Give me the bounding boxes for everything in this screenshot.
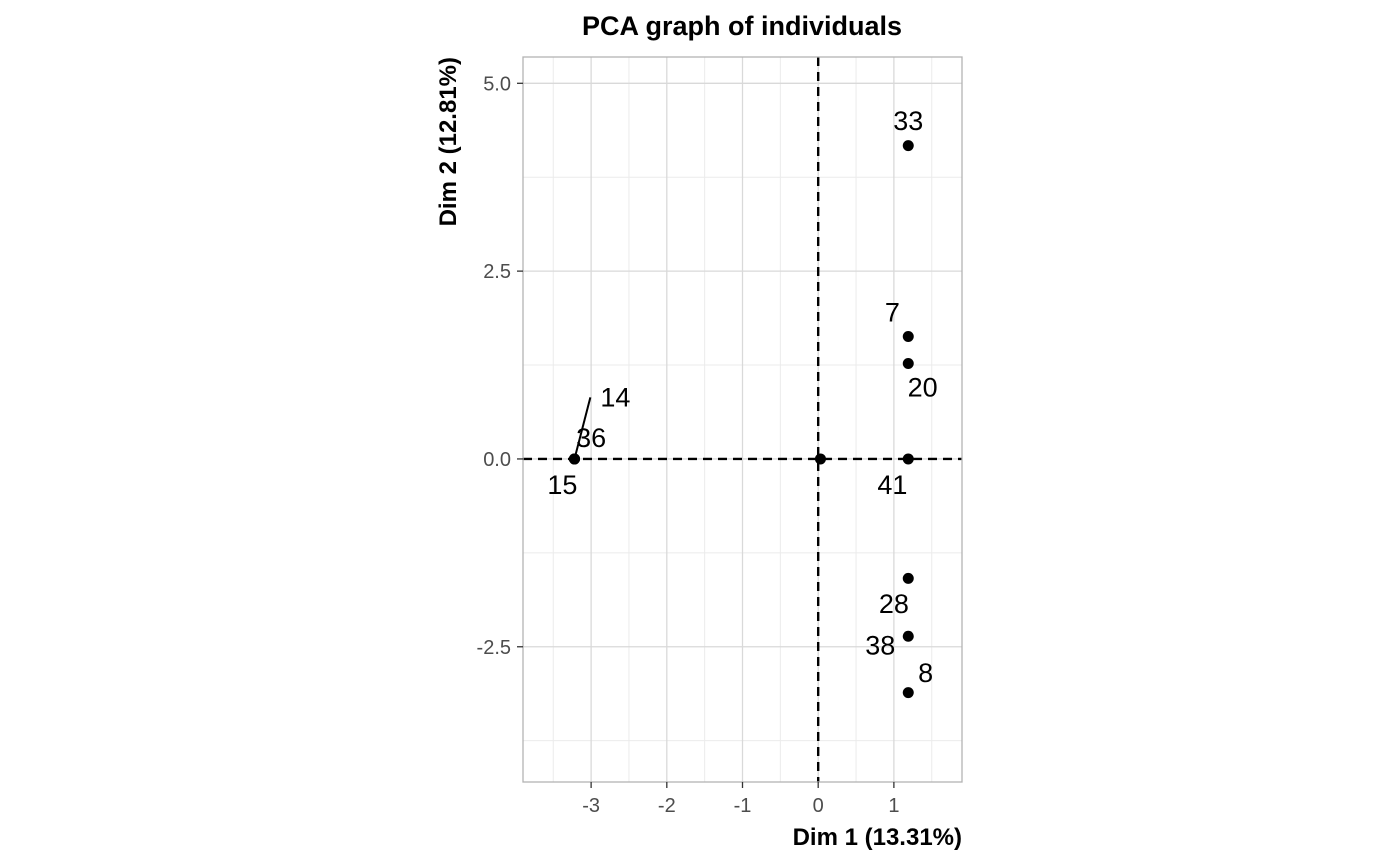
point-labels: 33 7 20 14 36 15 41 28 38 8 bbox=[547, 106, 937, 688]
repel-segments bbox=[573, 397, 592, 460]
x-tick-label: 0 bbox=[813, 795, 824, 817]
point-label: 7 bbox=[885, 297, 900, 327]
x-tick-label: -1 bbox=[734, 795, 752, 817]
chart-title: PCA graph of individuals bbox=[582, 11, 902, 41]
y-tick-label: 2.5 bbox=[483, 261, 511, 283]
data-point bbox=[568, 453, 580, 465]
grid-major bbox=[523, 57, 962, 782]
data-point bbox=[902, 453, 914, 465]
x-axis-title: Dim 1 (13.31%) bbox=[793, 824, 962, 851]
point-label: 33 bbox=[893, 106, 923, 136]
y-tick-label: 5.0 bbox=[483, 73, 511, 95]
y-axis-ticks: -2.5 0.0 2.5 5.0 bbox=[477, 73, 523, 659]
data-point bbox=[902, 330, 914, 342]
x-tick-label: -2 bbox=[658, 795, 676, 817]
data-points bbox=[568, 140, 914, 699]
y-axis-title: Dim 2 (12.81%) bbox=[435, 57, 462, 226]
reference-lines bbox=[523, 57, 962, 782]
x-axis-ticks: -3 -2 -1 0 1 bbox=[582, 782, 899, 817]
data-point bbox=[902, 572, 914, 584]
point-label: 15 bbox=[547, 470, 577, 500]
y-tick-label: -2.5 bbox=[477, 637, 511, 659]
point-label: 38 bbox=[865, 630, 895, 660]
data-point bbox=[902, 140, 914, 152]
data-point bbox=[902, 358, 914, 370]
point-label: 36 bbox=[576, 423, 606, 453]
y-tick-label: 0.0 bbox=[483, 449, 511, 471]
repel-segment bbox=[573, 397, 592, 460]
data-point bbox=[814, 453, 826, 465]
point-label: 14 bbox=[600, 382, 630, 412]
x-tick-label: -3 bbox=[582, 795, 600, 817]
data-point bbox=[902, 687, 914, 699]
point-label: 41 bbox=[877, 470, 907, 500]
point-label: 20 bbox=[908, 373, 938, 403]
point-label: 8 bbox=[918, 658, 933, 688]
data-point bbox=[902, 630, 914, 642]
x-tick-label: 1 bbox=[888, 795, 899, 817]
point-label: 28 bbox=[879, 589, 909, 619]
